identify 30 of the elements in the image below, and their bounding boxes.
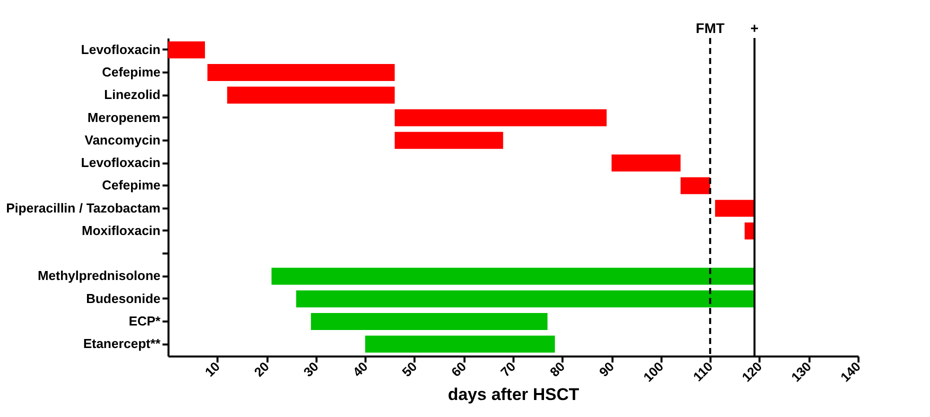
y-tick-label: Methylprednisolone (38, 268, 160, 284)
ref-line-label: + (750, 20, 759, 36)
x-tick-label: 110 (690, 358, 716, 384)
y-tick-label: Cefepime (102, 64, 160, 80)
y-tick-label: Piperacillin / Tazobactam (6, 200, 160, 216)
y-tick-label: Levofloxacin (81, 42, 161, 57)
x-tick-label: 100 (640, 358, 666, 385)
x-tick-label: 120 (738, 358, 765, 385)
x-tick-label: 130 (788, 358, 814, 385)
x-tick-label: 20 (251, 358, 272, 380)
x-axis-title: days after HSCT (448, 384, 580, 404)
x-tick-label: 80 (546, 358, 568, 380)
x-tick-label: 50 (399, 358, 420, 380)
ref-line-label: FMT (696, 20, 725, 36)
y-tick-label: Etanercept** (83, 336, 162, 352)
y-tick-label: Vancomycin (84, 132, 161, 148)
y-tick-label: Meropenem (88, 110, 160, 125)
y-tick-label: Levofloxacin (81, 155, 161, 170)
y-tick-label: Budesonide (86, 290, 160, 306)
x-tick-label: 30 (300, 358, 322, 380)
x-tick-label: 140 (837, 358, 864, 385)
y-tick-label: Moxifloxacin (82, 222, 161, 238)
y-tick-label: Cefepime (102, 178, 160, 193)
y-tick-label: ECP* (128, 313, 162, 328)
x-tick-label: 70 (498, 358, 518, 380)
x-tick-label: 10 (202, 358, 223, 380)
x-tick-label: 90 (596, 358, 618, 380)
x-tick-label: 60 (448, 358, 470, 380)
x-tick-label: 40 (350, 358, 371, 380)
y-tick-label: Linezolid (104, 87, 161, 102)
